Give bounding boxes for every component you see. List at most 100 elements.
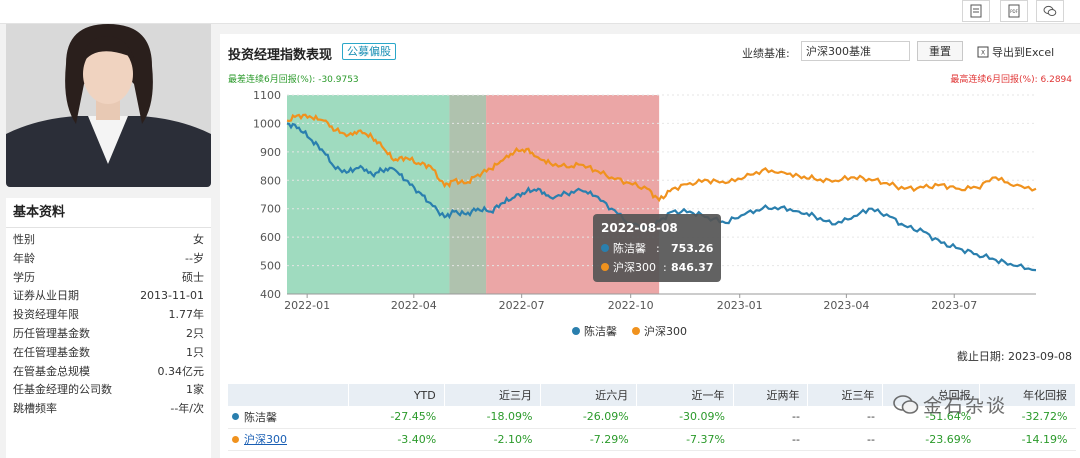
info-value: 女 (193, 233, 204, 246)
svg-text:PDF: PDF (1010, 9, 1018, 14)
value-cell: -30.09% (636, 406, 733, 429)
watermark: 金石杂谈 (893, 391, 1007, 418)
y-tick-label: 700 (260, 203, 281, 216)
info-row: 学历 硕士 (6, 269, 211, 288)
value-cell: -- (733, 428, 808, 451)
y-tick-label: 1000 (253, 117, 281, 130)
series-dot-icon (232, 435, 239, 443)
worst-6m-return: 最差连续6月回报(%): -30.9753 (228, 75, 359, 85)
y-tick-label: 400 (260, 288, 281, 301)
info-row: 跳槽频率 --年/次 (6, 400, 211, 419)
manager-photo (6, 24, 211, 187)
series-line-benchmark (286, 113, 1037, 203)
value-cell: -27.45% (348, 406, 445, 429)
y-tick-label: 600 (260, 231, 281, 244)
tooltip-colon: : (656, 242, 660, 255)
period-shade (287, 95, 450, 294)
value-cell: -- (807, 428, 883, 451)
legend-dot (572, 327, 580, 335)
row-name-cell: 沪深300 (228, 428, 348, 451)
info-value: 2013-11-01 (140, 289, 204, 303)
legend-label[interactable]: 沪深300 (644, 324, 687, 338)
series-dot-icon (232, 413, 239, 421)
value-cell: -3.40% (348, 428, 445, 451)
pdf-icon: PDF (1008, 4, 1020, 18)
index-chart[interactable]: 400 500 600 700 800 900 1000 1100 2022-01 2022-04… (220, 34, 1080, 344)
value-cell: -2.10% (444, 428, 541, 451)
row-name: 陈洁馨 (244, 410, 277, 424)
table-header-row: YTD 近三月 近六月 近一年 近两年 近三年 总回报 年化回报 (228, 384, 1077, 406)
tooltip-dot (601, 263, 609, 271)
period-shade (449, 95, 487, 294)
tooltip-date: 2022-08-08 (601, 221, 678, 235)
wechat-logo-icon (893, 394, 919, 414)
info-value: 2只 (186, 326, 204, 340)
export-excel-button[interactable]: X 导出到Excel (977, 44, 1054, 60)
row-name[interactable]: 沪深300 (244, 433, 287, 446)
series-line-manager (286, 122, 1037, 272)
table-header-cell[interactable]: YTD (348, 384, 445, 406)
legend-dot (632, 327, 640, 335)
value-cell: -18.09% (444, 406, 541, 429)
pdf-button[interactable]: PDF (1000, 0, 1028, 22)
basic-info-list: 性别 女年龄 --岁 学历 硕士 证券从业日期 2013-11-01 投资经理年限 1.77年历… (6, 228, 211, 419)
info-value: 硕士 (182, 270, 204, 284)
benchmark-input[interactable] (801, 41, 910, 61)
cutoff-date: 截止日期: 2023-09-08 (956, 350, 1072, 363)
tooltip-series-name: 沪深300 (613, 260, 656, 274)
info-value: --年/次 (170, 402, 204, 416)
info-value: 1家 (186, 383, 204, 397)
panel-title: 投资经理指数表现 (228, 48, 333, 63)
info-label: 学历 (13, 270, 35, 284)
performance-panel: 投资经理指数表现 公募偏股 业绩基准: 重置 X 导出到Excel 最差连续6月… (220, 34, 1080, 458)
row-name-cell: 陈洁馨 (228, 406, 348, 429)
info-label: 在管基金总规模 (13, 364, 90, 378)
legend-label[interactable]: 陈洁馨 (584, 324, 617, 338)
basic-info-title: 基本资料 (6, 198, 211, 228)
value-cell: -26.09% (540, 406, 637, 429)
info-label: 证券从业日期 (13, 289, 79, 303)
performance-table: YTD 近三月 近六月 近一年 近两年 近三年 总回报 年化回报 陈洁馨 -27.45% -18.… (228, 384, 1077, 451)
wechat-button[interactable] (1036, 0, 1064, 22)
x-tick-label: 2023-07 (931, 299, 977, 312)
basic-info-card: 基本资料 性别 女年龄 --岁学历 硕士证券从业日期 2013-11-01 投资经理年限 1… (6, 198, 211, 458)
reset-button[interactable]: 重置 (917, 41, 963, 61)
table-header-cell[interactable]: 近三月 (444, 384, 542, 406)
x-tick-label: 2023-01 (717, 299, 763, 312)
table-header-cell[interactable]: 近两年 (733, 384, 809, 406)
x-tick-label: 2022-04 (391, 299, 437, 312)
table-header-cell[interactable]: 近三年 (807, 384, 884, 406)
info-label: 投资经理年限 (13, 308, 79, 322)
tooltip-series-value: 753.26 (671, 242, 714, 255)
tooltip-box (593, 214, 721, 282)
value-cell: -32.72% (979, 406, 1076, 429)
value-cell: -7.37% (636, 428, 733, 451)
info-label: 跳槽频率 (13, 402, 57, 416)
tooltip-dot (601, 244, 609, 252)
info-value: --岁 (185, 251, 204, 265)
info-value: 0.34亿元 (157, 364, 205, 378)
report-icon (970, 4, 982, 18)
tooltip-series-name: 陈洁馨 (613, 241, 646, 255)
value-cell: -14.19% (979, 428, 1076, 451)
value-cell: -23.69% (882, 428, 980, 451)
top-toolbar: PDF (0, 0, 1080, 24)
x-tick-label: 2022-10 (608, 299, 654, 312)
table-header-cell[interactable]: 年化回报 (979, 384, 1077, 406)
x-tick-label: 2022-01 (284, 299, 330, 312)
info-value: 1.77年 (168, 308, 205, 322)
info-row: 任基金经理的公司数 1家 (6, 381, 211, 400)
info-row: 性别 女 (6, 231, 211, 250)
x-tick-label: 2023-04 (823, 299, 869, 312)
report-button[interactable] (962, 0, 990, 22)
y-tick-label: 1100 (253, 89, 281, 102)
table-header-cell[interactable]: 近六月 (540, 384, 638, 406)
wechat-icon (1043, 5, 1057, 16)
watermark-text: 金石杂谈 (923, 395, 1008, 417)
table-row: 沪深300 -3.40% -2.10% -7.29% -7.37% -- -- -23.69%… (228, 428, 1076, 451)
value-cell: -- (807, 406, 883, 429)
table-header-cell[interactable]: 近一年 (636, 384, 734, 406)
info-label: 年龄 (13, 251, 35, 265)
info-value: 1只 (186, 345, 204, 359)
category-tag[interactable]: 公募偏股 (342, 43, 396, 60)
